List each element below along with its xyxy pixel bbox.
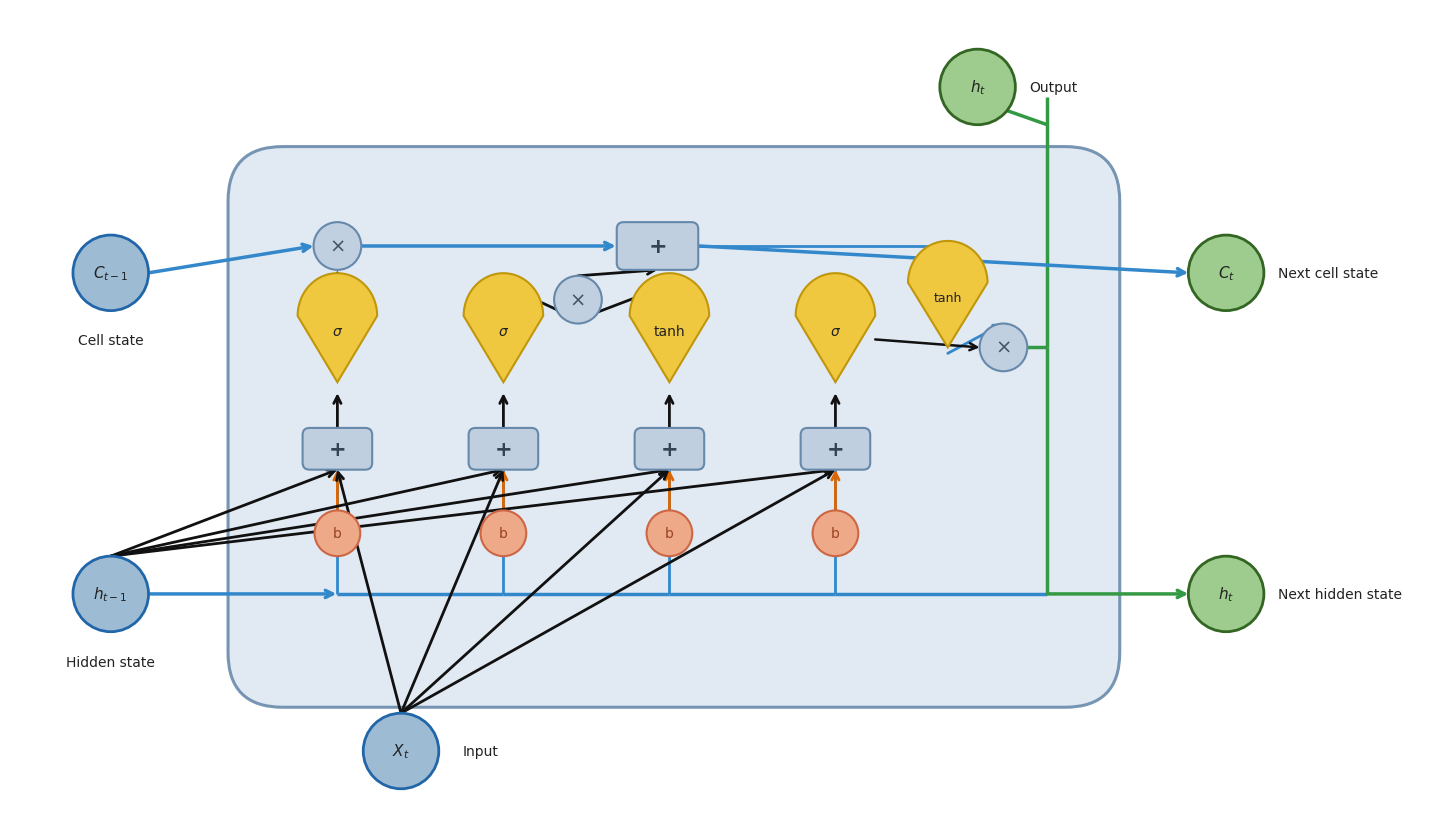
Text: Input: Input (463, 744, 499, 758)
Text: ×: × (996, 338, 1012, 357)
Text: ×: × (330, 237, 345, 256)
Text: +: + (648, 237, 666, 256)
Text: $X_t$: $X_t$ (393, 742, 410, 760)
PathPatch shape (464, 274, 543, 383)
Text: $\sigma$: $\sigma$ (497, 325, 509, 339)
Circle shape (1188, 236, 1264, 311)
Text: +: + (661, 439, 678, 459)
Circle shape (363, 714, 438, 789)
Circle shape (73, 557, 149, 632)
Text: $h_t$: $h_t$ (1218, 585, 1234, 604)
Text: tanh: tanh (653, 325, 685, 339)
PathPatch shape (629, 274, 709, 383)
Circle shape (314, 511, 360, 557)
Text: +: + (328, 439, 347, 459)
Text: +: + (494, 439, 512, 459)
Circle shape (480, 511, 526, 557)
Text: Cell state: Cell state (77, 334, 143, 348)
Text: +: + (827, 439, 844, 459)
Text: b: b (831, 527, 840, 541)
Text: Hidden state: Hidden state (66, 655, 155, 669)
Circle shape (73, 236, 149, 311)
Text: $\sigma$: $\sigma$ (332, 325, 342, 339)
Text: $h_{t-1}$: $h_{t-1}$ (93, 585, 128, 604)
Circle shape (980, 324, 1027, 372)
PathPatch shape (795, 274, 876, 383)
FancyBboxPatch shape (469, 428, 539, 470)
Circle shape (555, 276, 602, 324)
Circle shape (813, 511, 858, 557)
Text: $\sigma$: $\sigma$ (830, 325, 841, 339)
Text: ×: × (570, 291, 586, 310)
Circle shape (646, 511, 692, 557)
Circle shape (940, 50, 1016, 126)
Circle shape (1188, 557, 1264, 632)
FancyBboxPatch shape (228, 147, 1119, 707)
Text: b: b (499, 527, 507, 541)
Text: Output: Output (1029, 81, 1078, 95)
Text: b: b (332, 527, 342, 541)
Circle shape (314, 222, 361, 270)
Text: Next hidden state: Next hidden state (1278, 587, 1401, 601)
PathPatch shape (909, 241, 987, 348)
FancyBboxPatch shape (302, 428, 373, 470)
Text: Next cell state: Next cell state (1278, 266, 1379, 280)
Text: tanh: tanh (933, 292, 962, 305)
FancyBboxPatch shape (801, 428, 870, 470)
PathPatch shape (298, 274, 377, 383)
Text: $C_{t-1}$: $C_{t-1}$ (93, 264, 129, 283)
Text: $C_t$: $C_t$ (1218, 264, 1235, 283)
Text: $h_t$: $h_t$ (970, 79, 986, 97)
FancyBboxPatch shape (635, 428, 704, 470)
FancyBboxPatch shape (616, 222, 698, 270)
Text: b: b (665, 527, 674, 541)
